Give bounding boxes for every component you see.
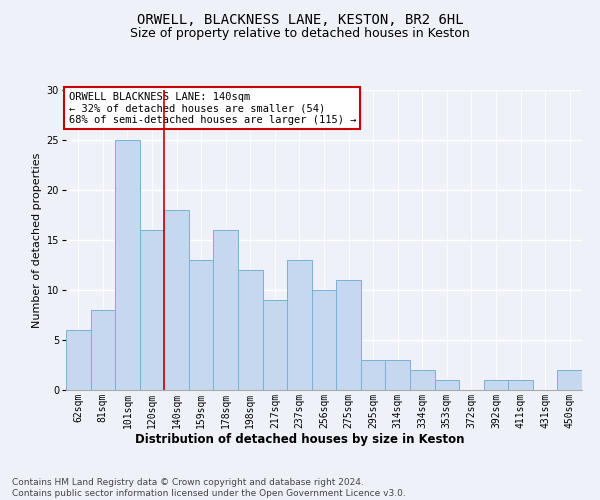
- Bar: [361, 360, 385, 390]
- Bar: [238, 270, 263, 390]
- Bar: [287, 260, 312, 390]
- Bar: [214, 230, 238, 390]
- Text: ORWELL BLACKNESS LANE: 140sqm
← 32% of detached houses are smaller (54)
68% of s: ORWELL BLACKNESS LANE: 140sqm ← 32% of d…: [68, 92, 356, 124]
- Bar: [164, 210, 189, 390]
- Bar: [434, 380, 459, 390]
- Bar: [312, 290, 336, 390]
- Bar: [263, 300, 287, 390]
- Bar: [557, 370, 582, 390]
- Bar: [508, 380, 533, 390]
- Y-axis label: Number of detached properties: Number of detached properties: [32, 152, 43, 328]
- Bar: [385, 360, 410, 390]
- Text: Contains HM Land Registry data © Crown copyright and database right 2024.
Contai: Contains HM Land Registry data © Crown c…: [12, 478, 406, 498]
- Text: Distribution of detached houses by size in Keston: Distribution of detached houses by size …: [135, 432, 465, 446]
- Bar: [336, 280, 361, 390]
- Bar: [66, 330, 91, 390]
- Bar: [115, 140, 140, 390]
- Bar: [140, 230, 164, 390]
- Bar: [189, 260, 214, 390]
- Bar: [91, 310, 115, 390]
- Bar: [484, 380, 508, 390]
- Text: Size of property relative to detached houses in Keston: Size of property relative to detached ho…: [130, 28, 470, 40]
- Text: ORWELL, BLACKNESS LANE, KESTON, BR2 6HL: ORWELL, BLACKNESS LANE, KESTON, BR2 6HL: [137, 12, 463, 26]
- Bar: [410, 370, 434, 390]
